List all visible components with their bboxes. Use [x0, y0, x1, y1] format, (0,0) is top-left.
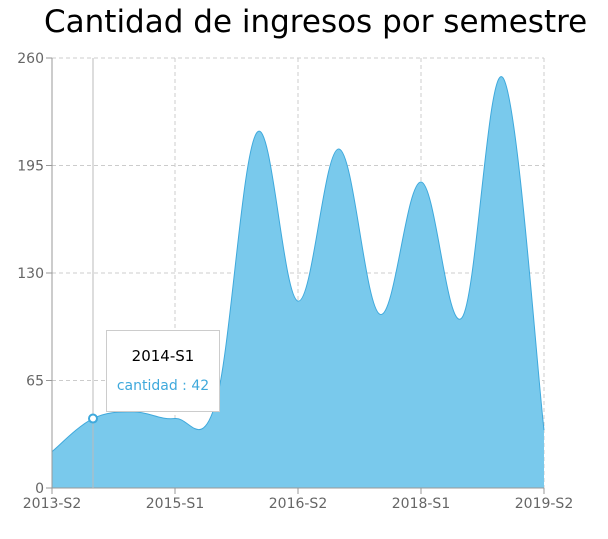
- x-tick-label: 2016-S2: [269, 496, 327, 512]
- series-line: [51, 76, 545, 453]
- x-tick-label: 2019-S2: [515, 496, 573, 512]
- x-tick-label: 2015-S1: [146, 496, 204, 512]
- tooltip-value: cantidad : 42: [116, 378, 210, 394]
- y-tick-label: 260: [17, 51, 44, 67]
- x-tick-label: 2018-S1: [392, 496, 450, 512]
- y-tick-label: 195: [17, 159, 44, 175]
- y-tick-label: 130: [17, 266, 44, 282]
- tooltip-title: 2014-S1: [131, 347, 195, 365]
- chart-title: Cantidad de ingresos por semestre: [44, 4, 588, 40]
- y-tick-label: 65: [26, 374, 44, 390]
- y-tick-label: 0: [35, 481, 44, 497]
- x-tick-label: 2013-S2: [23, 496, 81, 512]
- hover-point: [88, 413, 98, 424]
- series-area: [52, 76, 544, 489]
- chart-tooltip: 2014-S1 cantidad : 42: [106, 330, 220, 412]
